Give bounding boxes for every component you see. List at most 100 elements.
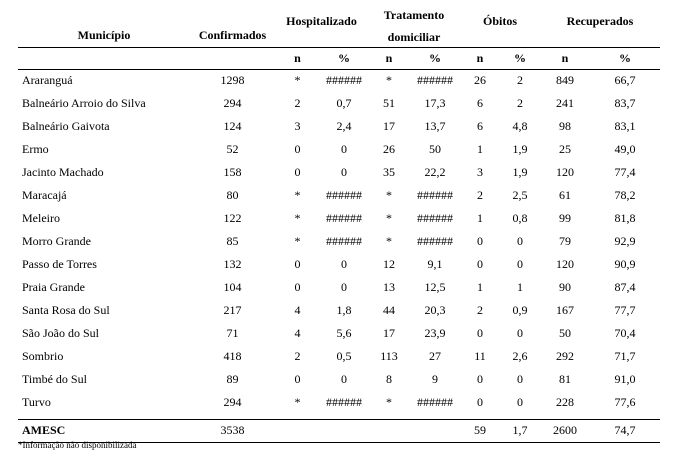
row-value: 99 (559, 211, 571, 225)
total-value: 3538 (220, 423, 245, 437)
row-value: 26 (383, 142, 395, 156)
row-value: 52 (226, 142, 239, 156)
row-value: 849 (556, 73, 574, 87)
row-value: 3 (477, 165, 483, 179)
row-value: 85 (226, 234, 239, 248)
row-value: 294 (223, 96, 242, 110)
row-value: 2 (477, 303, 483, 317)
header-sub: n (561, 51, 569, 65)
row-value: 17,3 (424, 96, 446, 110)
row-value: 20,3 (424, 303, 446, 317)
row-value: 0 (341, 257, 347, 271)
row-value: 122 (223, 211, 242, 225)
row-value: 92,9 (614, 234, 636, 248)
row-name: Meleiro (22, 211, 60, 225)
row-name: Ermo (22, 142, 49, 156)
header-sub: n (294, 51, 301, 65)
row-value: 1298 (220, 73, 245, 87)
row-value: 0 (517, 372, 523, 386)
row-value: 83,1 (614, 119, 636, 133)
row-value: 22,2 (424, 165, 446, 179)
row-value: 0 (294, 165, 301, 179)
row-name: Turvo (22, 395, 51, 409)
row-value: 0,8 (512, 211, 528, 225)
header-group: Tratamento domiciliar (383, 8, 445, 44)
row-value: 292 (556, 349, 574, 363)
row-value: 12,5 (424, 280, 446, 294)
row-value: 124 (223, 119, 242, 133)
rule (18, 47, 660, 48)
row-value: ###### (326, 211, 362, 225)
row-value: * (294, 395, 301, 409)
row-value: 228 (556, 395, 574, 409)
row-value: 81 (559, 372, 571, 386)
header-confirmados: Confirmados (198, 28, 267, 42)
header-sub: n (385, 51, 393, 65)
row-value: 50 (559, 326, 571, 340)
row-value: 89 (226, 372, 239, 386)
row-value: * (386, 395, 392, 409)
row-value: 71 (226, 326, 239, 340)
row-value: 3 (294, 119, 301, 133)
row-value: 2,5 (512, 188, 528, 202)
row-value: 0 (294, 142, 301, 156)
row-value: 0,5 (336, 349, 352, 363)
row-name: Balneário Gaivota (22, 119, 110, 133)
row-value: * (294, 234, 301, 248)
row-value: 0 (477, 326, 483, 340)
header-sub: % (338, 51, 350, 65)
row-value: 0 (341, 142, 347, 156)
row-name: Morro Grande (22, 234, 91, 248)
row-value: 0 (294, 257, 301, 271)
row-value: 13,7 (424, 119, 446, 133)
row-value: 1 (477, 142, 483, 156)
row-value: 6 (477, 119, 483, 133)
row-value: 44 (383, 303, 395, 317)
row-value: 90 (559, 280, 571, 294)
row-value: 1,9 (512, 165, 528, 179)
row-name: Sombrio (22, 349, 64, 363)
row-value: 0 (341, 372, 347, 386)
row-value: ###### (326, 188, 362, 202)
row-value: 66,7 (614, 73, 636, 87)
row-value: 23,9 (424, 326, 446, 340)
row-value: 79 (559, 234, 571, 248)
row-value: * (386, 234, 392, 248)
row-value: 167 (556, 303, 574, 317)
row-value: 2 (477, 188, 483, 202)
row-value: 50 (429, 142, 441, 156)
header-group: Óbitos (482, 14, 517, 28)
row-value: 17 (383, 326, 395, 340)
rule (18, 69, 660, 70)
row-value: 90,9 (614, 257, 636, 271)
row-value: ###### (417, 73, 453, 87)
row-value: * (294, 211, 301, 225)
row-value: 61 (559, 188, 571, 202)
row-value: 26 (474, 73, 486, 87)
total-value: 1,7 (512, 423, 528, 437)
row-value: 9 (432, 372, 438, 386)
row-name: Passo de Torres (22, 257, 97, 271)
row-value: 49,0 (614, 142, 636, 156)
row-value: 77,4 (614, 165, 636, 179)
row-value: 81,8 (614, 211, 636, 225)
row-value: 4 (294, 303, 301, 317)
row-value: 120 (556, 257, 574, 271)
total-name: AMESC (22, 423, 66, 437)
row-value: 12 (383, 257, 395, 271)
header-sub: n (476, 51, 484, 65)
row-value: 77,7 (614, 303, 636, 317)
row-value: 6 (477, 96, 483, 110)
total-value: 74,7 (614, 423, 636, 437)
row-value: 1,9 (512, 142, 528, 156)
header-group: Hospitalizado (286, 14, 357, 28)
rule (18, 419, 660, 420)
row-name: São João do Sul (22, 326, 100, 340)
row-value: 77,6 (614, 395, 636, 409)
row-value: 1 (477, 280, 483, 294)
row-value: 0 (477, 234, 483, 248)
row-value: 51 (383, 96, 395, 110)
row-value: 27 (429, 349, 441, 363)
row-value: 2 (294, 349, 301, 363)
